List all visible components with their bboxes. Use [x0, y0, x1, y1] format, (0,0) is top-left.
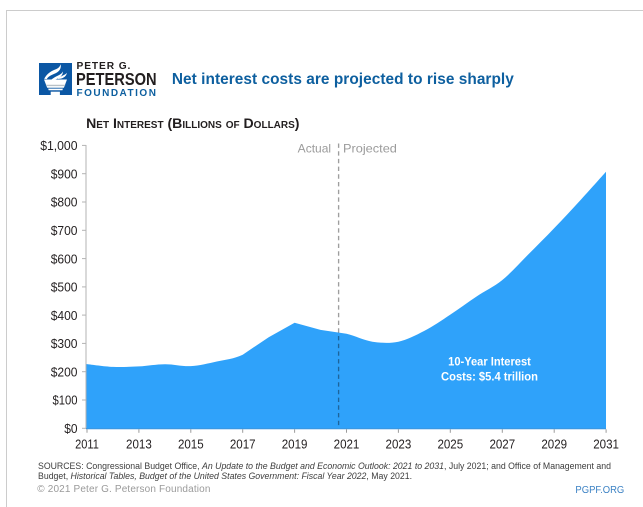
svg-text:2013: 2013	[126, 437, 152, 452]
svg-text:2025: 2025	[437, 437, 463, 452]
svg-text:$600: $600	[51, 251, 78, 266]
svg-text:$700: $700	[51, 223, 78, 238]
svg-text:2017: 2017	[230, 437, 256, 452]
svg-text:Actual: Actual	[298, 143, 331, 156]
svg-text:2015: 2015	[178, 437, 204, 452]
svg-text:$0: $0	[64, 421, 77, 436]
svg-text:Projected: Projected	[343, 143, 397, 156]
svg-text:$200: $200	[51, 364, 78, 379]
svg-text:2027: 2027	[489, 437, 515, 452]
svg-text:2029: 2029	[541, 437, 567, 452]
svg-text:2031: 2031	[593, 437, 619, 452]
svg-text:$400: $400	[51, 308, 78, 323]
svg-text:$300: $300	[51, 336, 78, 351]
svg-text:Costs: $5.4 trillion: Costs: $5.4 trillion	[441, 369, 538, 383]
svg-text:$500: $500	[51, 280, 78, 295]
svg-text:2023: 2023	[386, 437, 412, 452]
svg-text:$900: $900	[51, 166, 78, 181]
svg-text:2011: 2011	[75, 437, 99, 452]
svg-text:$100: $100	[53, 393, 78, 408]
svg-text:2021: 2021	[334, 437, 360, 452]
svg-text:2019: 2019	[282, 437, 308, 452]
svg-text:$800: $800	[51, 195, 78, 210]
svg-text:$1,000: $1,000	[40, 138, 77, 153]
svg-text:10-Year Interest: 10-Year Interest	[448, 355, 531, 369]
